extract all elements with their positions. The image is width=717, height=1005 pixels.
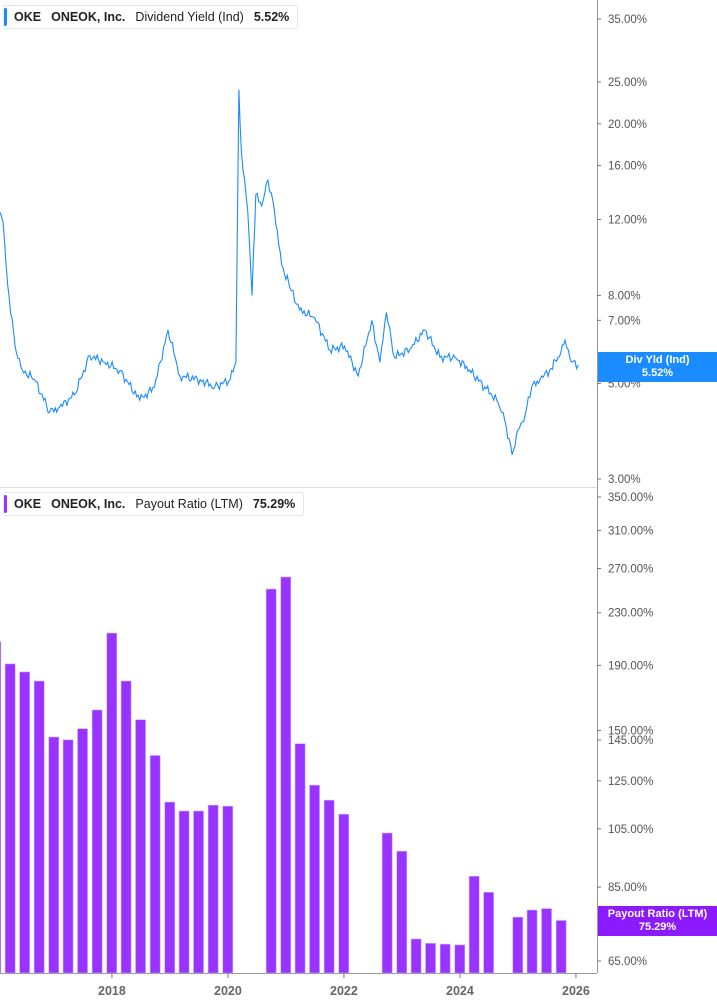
y-tick-label: 12.00% bbox=[608, 214, 647, 226]
legend-metric: Dividend Yield (Ind) bbox=[135, 10, 244, 24]
payout-bar bbox=[425, 943, 436, 974]
y-tick-label: 7.00% bbox=[608, 315, 641, 327]
payout-bar bbox=[294, 743, 306, 974]
legend-ticker: OKE bbox=[14, 10, 42, 24]
payout-bar bbox=[106, 632, 118, 974]
payout-bar bbox=[120, 680, 132, 974]
payout-bar bbox=[526, 909, 538, 974]
legend-payout-ratio: OKE ONEOK, Inc. Payout Ratio (LTM) 75.29… bbox=[3, 492, 305, 516]
payout-bar bbox=[541, 908, 552, 974]
y-tick-label: 230.00% bbox=[608, 608, 653, 620]
callout-label: Div Yld (Ind) bbox=[625, 354, 690, 366]
payout-bar bbox=[164, 801, 176, 974]
x-tick-label: 2026 bbox=[562, 984, 590, 998]
payout-bar bbox=[33, 680, 45, 974]
payout-bar bbox=[91, 709, 103, 974]
series-color-swatch bbox=[4, 495, 7, 513]
y-tick-label: 310.00% bbox=[608, 525, 653, 537]
legend-value: 5.52% bbox=[253, 10, 290, 24]
payout-bar bbox=[410, 938, 422, 974]
legend-metric: Payout Ratio (LTM) bbox=[135, 497, 243, 511]
payout-bar bbox=[4, 663, 16, 974]
payout-bar bbox=[338, 813, 350, 974]
callout-value: 75.29% bbox=[638, 921, 677, 933]
callout-dividend-yield: Div Yld (Ind) 5.52% bbox=[598, 352, 717, 382]
x-tick-label: 2022 bbox=[330, 984, 358, 998]
payout-bar bbox=[193, 810, 204, 974]
payout-bar bbox=[396, 850, 408, 974]
y-tick-label: 350.00% bbox=[608, 492, 653, 504]
payout-bar bbox=[555, 920, 567, 974]
callout-label: Payout Ratio (LTM) bbox=[607, 908, 708, 920]
payout-bar bbox=[483, 892, 494, 974]
payout-bar bbox=[19, 671, 30, 974]
callout-value: 5.52% bbox=[641, 367, 674, 379]
x-tick-label: 2024 bbox=[446, 984, 474, 998]
y-tick-label: 25.00% bbox=[608, 77, 647, 89]
y-tick-label: 35.00% bbox=[608, 14, 647, 26]
y-tick-label: 20.00% bbox=[608, 119, 647, 131]
y-tick-label: 65.00% bbox=[608, 956, 647, 968]
payout-bar bbox=[62, 739, 74, 974]
payout-bar bbox=[381, 832, 393, 974]
y-tick-label: 3.00% bbox=[608, 474, 641, 486]
payout-bar bbox=[265, 588, 277, 974]
payout-bar bbox=[280, 576, 292, 974]
y-tick-label: 150.00% bbox=[608, 726, 653, 738]
y-tick-label: 8.00% bbox=[608, 290, 641, 302]
legend-company: ONEOK, Inc. bbox=[51, 10, 126, 24]
y-tick-label: 190.00% bbox=[608, 660, 653, 672]
legend-value: 75.29% bbox=[252, 497, 296, 511]
y-tick-label: 125.00% bbox=[608, 776, 653, 788]
payout-bar bbox=[309, 784, 320, 974]
x-tick-label: 2020 bbox=[214, 984, 242, 998]
payout-bar bbox=[0, 641, 2, 974]
payout-bar bbox=[149, 755, 161, 974]
y-tick-label: 85.00% bbox=[608, 882, 647, 894]
payout-bar bbox=[77, 728, 88, 974]
y-tick-label: 16.00% bbox=[608, 161, 647, 173]
y-tick-label: 270.00% bbox=[608, 564, 653, 576]
payout-bar bbox=[178, 810, 190, 974]
y-tick-label: 105.00% bbox=[608, 824, 653, 836]
series-color-swatch bbox=[4, 8, 7, 26]
y-tick-label: 145.00% bbox=[608, 735, 653, 747]
payout-bar bbox=[512, 916, 524, 974]
payout-bar bbox=[439, 943, 451, 974]
payout-bar bbox=[135, 719, 146, 974]
payout-bar bbox=[468, 875, 480, 974]
legend-company: ONEOK, Inc. bbox=[51, 497, 126, 511]
legend-dividend-yield: OKE ONEOK, Inc. Dividend Yield (Ind) 5.5… bbox=[3, 5, 299, 29]
callout-payout-ratio: Payout Ratio (LTM) 75.29% bbox=[598, 906, 717, 936]
payout-bar bbox=[222, 805, 234, 974]
legend-ticker: OKE bbox=[14, 497, 42, 511]
payout-bar bbox=[207, 804, 219, 974]
payout-bar bbox=[48, 736, 60, 974]
payout-bar bbox=[323, 799, 335, 974]
dividend-yield-line bbox=[0, 89, 579, 456]
payout-bar bbox=[454, 944, 466, 974]
x-tick-label: 2018 bbox=[98, 984, 126, 998]
